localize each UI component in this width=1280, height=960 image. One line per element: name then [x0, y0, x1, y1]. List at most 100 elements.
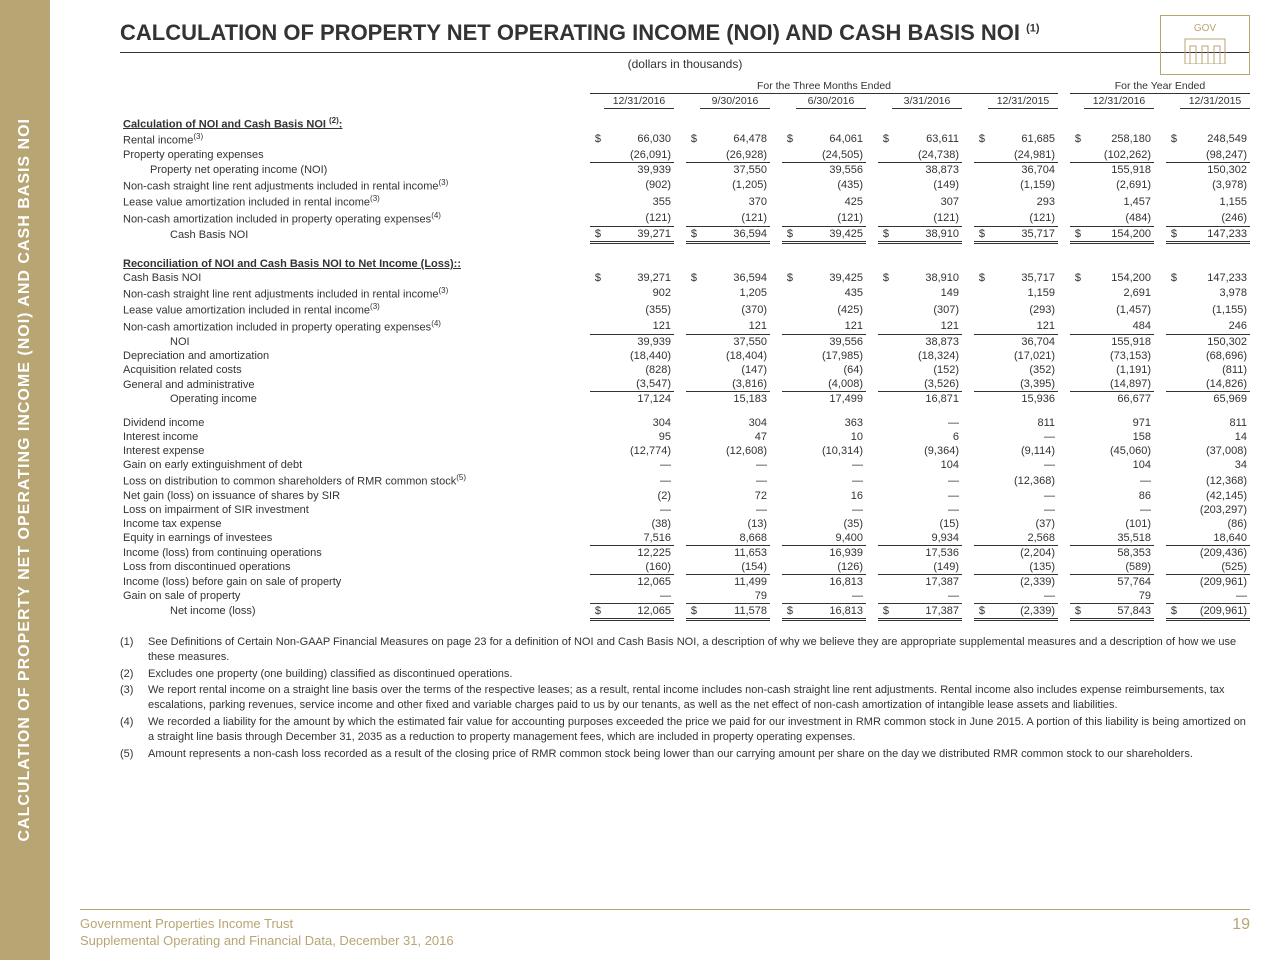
cell: 36,704	[988, 162, 1058, 177]
cell: (14,897)	[1084, 377, 1154, 392]
row-label: Depreciation and amortization	[120, 349, 590, 363]
cell: 37,550	[700, 162, 770, 177]
footnote-number: (3)	[120, 683, 148, 713]
table-row: Loss on distribution to common sharehold…	[120, 472, 1250, 489]
cell: (203,297)	[1180, 503, 1250, 517]
cell: (3,395)	[988, 377, 1058, 392]
cell: (1,191)	[1084, 363, 1154, 377]
row-label: NOI	[120, 335, 590, 350]
cell: 39,271	[604, 227, 674, 243]
row-label: Gain on early extinguishment of debt	[120, 458, 590, 472]
cell: (24,981)	[988, 148, 1058, 163]
cell: —	[604, 472, 674, 489]
cell: (13)	[700, 517, 770, 531]
cell: (525)	[1180, 560, 1250, 575]
cell: (435)	[796, 177, 866, 194]
cell: 246	[1180, 318, 1250, 335]
row-label: Non-cash amortization included in proper…	[120, 210, 590, 227]
table-row: Property operating expenses(26,091)(26,9…	[120, 148, 1250, 163]
cell: —	[892, 472, 962, 489]
cell: (37)	[988, 517, 1058, 531]
cell: (64)	[796, 363, 866, 377]
row-label: Income tax expense	[120, 517, 590, 531]
cell: 12,065	[604, 574, 674, 589]
cell: 155,918	[1084, 162, 1154, 177]
table-row: Acquisition related costs(828)(147)(64)(…	[120, 363, 1250, 377]
cell: (2)	[604, 489, 674, 503]
cell: 64,478	[700, 131, 770, 148]
section-header-row: Calculation of NOI and Cash Basis NOI (2…	[120, 115, 1250, 132]
cell: (1,457)	[1084, 301, 1154, 318]
cell: —	[796, 472, 866, 489]
cell: (24,738)	[892, 148, 962, 163]
row-label: Loss from discontinued operations	[120, 560, 590, 575]
cell: (828)	[604, 363, 674, 377]
cell: (42,145)	[1180, 489, 1250, 503]
row-label: Non-cash straight line rent adjustments …	[120, 177, 590, 194]
row-label: Acquisition related costs	[120, 363, 590, 377]
table-row: Gain on early extinguishment of debt———1…	[120, 458, 1250, 472]
cell: (17,021)	[988, 349, 1058, 363]
cell: 370	[700, 193, 770, 210]
table-row: Net income (loss)$12,065$11,578$16,813$1…	[120, 603, 1250, 619]
cell: 64,061	[796, 131, 866, 148]
footnote-text: We report rental income on a straight li…	[148, 683, 1250, 713]
table-row: General and administrative(3,547)(3,816)…	[120, 377, 1250, 392]
cell: 16	[796, 489, 866, 503]
cell: (73,153)	[1084, 349, 1154, 363]
cell: (35)	[796, 517, 866, 531]
cell: 293	[988, 193, 1058, 210]
cell: —	[796, 503, 866, 517]
cell: 36,594	[700, 271, 770, 285]
table-row: NOI39,93937,55039,55638,87336,704155,918…	[120, 335, 1250, 350]
footnote: (3)We report rental income on a straight…	[120, 683, 1250, 713]
table-row: Non-cash straight line rent adjustments …	[120, 177, 1250, 194]
table-row: Income tax expense(38)(13)(35)(15)(37)(1…	[120, 517, 1250, 531]
cell: 39,556	[796, 335, 866, 350]
cell: (12,608)	[700, 444, 770, 458]
cell: (209,961)	[1180, 574, 1250, 589]
row-label: Cash Basis NOI	[120, 271, 590, 285]
cell: 425	[796, 193, 866, 210]
cell: 39,271	[604, 271, 674, 285]
cell: 47	[700, 430, 770, 444]
footnote-text: We recorded a liability for the amount b…	[148, 715, 1250, 745]
cell: 9,934	[892, 531, 962, 546]
cell: 8,668	[700, 531, 770, 546]
footnote: (1)See Definitions of Certain Non-GAAP F…	[120, 635, 1250, 665]
table-row: Loss from discontinued operations(160)(1…	[120, 560, 1250, 575]
cell: 38,910	[892, 271, 962, 285]
cell: 11,653	[700, 545, 770, 560]
table-row: Income (loss) before gain on sale of pro…	[120, 574, 1250, 589]
cell: —	[604, 589, 674, 604]
cell: 57,843	[1084, 603, 1154, 619]
row-label: Income (loss) before gain on sale of pro…	[120, 574, 590, 589]
footnote-number: (2)	[120, 667, 148, 682]
cell: 10	[796, 430, 866, 444]
page-footer: Government Properties Income Trust Suppl…	[80, 909, 1250, 948]
cell: (149)	[892, 560, 962, 575]
row-label: Cash Basis NOI	[120, 227, 590, 243]
table-row: Gain on sale of property—79———79—	[120, 589, 1250, 604]
cell: 158	[1084, 430, 1154, 444]
year-header: For the Year Ended	[1070, 79, 1250, 94]
cell: 121	[988, 318, 1058, 335]
cell: (121)	[892, 210, 962, 227]
cell: 150,302	[1180, 162, 1250, 177]
cell: 39,425	[796, 227, 866, 243]
main-content: GOV CALCULATION OF PROPERTY NET OPERATIN…	[50, 0, 1280, 774]
cell: (98,247)	[1180, 148, 1250, 163]
cell: (68,696)	[1180, 349, 1250, 363]
cell: 121	[796, 318, 866, 335]
row-label: Operating income	[120, 392, 590, 407]
cell: 16,939	[796, 545, 866, 560]
cell: 155,918	[1084, 335, 1154, 350]
cell: 17,499	[796, 392, 866, 407]
cell: 147,233	[1180, 227, 1250, 243]
cell: —	[1084, 472, 1154, 489]
footer-subtitle: Supplemental Operating and Financial Dat…	[80, 933, 454, 948]
table-row: Net gain (loss) on issuance of shares by…	[120, 489, 1250, 503]
cell: (293)	[988, 301, 1058, 318]
cell: (3,547)	[604, 377, 674, 392]
cell: 79	[700, 589, 770, 604]
